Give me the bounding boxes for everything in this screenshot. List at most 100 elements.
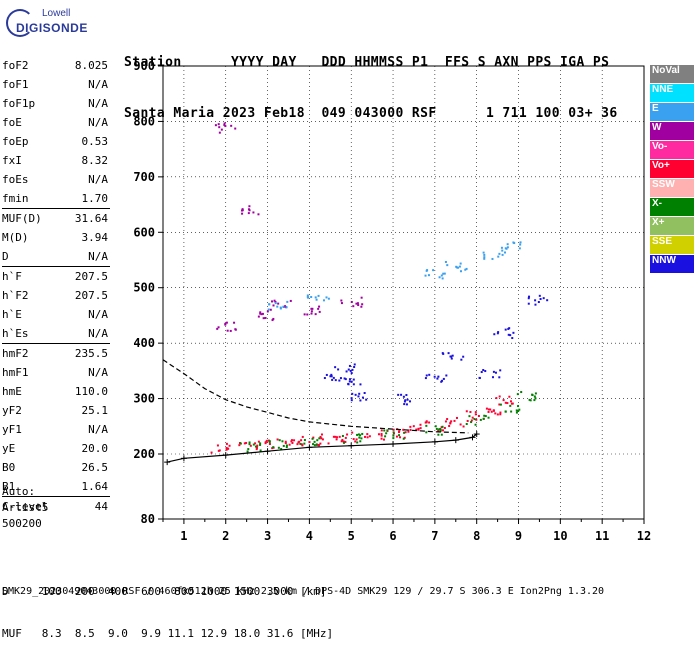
echo-point bbox=[425, 420, 428, 423]
echo-point bbox=[515, 409, 518, 412]
echo-point bbox=[531, 394, 534, 397]
echo-point bbox=[218, 131, 221, 134]
echo-point bbox=[487, 416, 490, 419]
echo-point bbox=[358, 392, 361, 395]
x-tick-label: 10 bbox=[553, 529, 567, 543]
echo-point bbox=[335, 438, 338, 441]
echo-point bbox=[534, 299, 537, 302]
echo-point bbox=[271, 319, 274, 322]
echo-point bbox=[346, 433, 349, 436]
echo-point bbox=[247, 208, 250, 211]
echo-point bbox=[386, 429, 389, 432]
echo-point bbox=[289, 299, 292, 302]
echo-point bbox=[261, 312, 264, 315]
echo-point bbox=[234, 328, 237, 331]
parameter-panel: foF2 8.025 foF1 N/A foF1p N/A foE N/A foEp 0.53 fx… bbox=[0, 56, 112, 516]
echo-point bbox=[465, 267, 468, 270]
echo-point bbox=[495, 397, 498, 400]
echo-point bbox=[506, 246, 509, 249]
echo-point bbox=[450, 420, 453, 423]
echo-point bbox=[425, 269, 428, 272]
echo-point bbox=[496, 413, 499, 416]
echo-point bbox=[248, 443, 251, 446]
echo-point bbox=[441, 425, 444, 428]
param-value: N/A bbox=[88, 327, 108, 340]
x-tick-label: 4 bbox=[306, 529, 313, 543]
echo-point bbox=[218, 126, 221, 129]
echo-point bbox=[534, 392, 537, 395]
param-row: h`E N/A bbox=[0, 305, 112, 324]
echo-point bbox=[468, 415, 471, 418]
echo-point bbox=[464, 268, 467, 271]
echo-point bbox=[425, 431, 428, 434]
echo-point bbox=[475, 418, 478, 421]
autoscale-info: Auto: Artist5 500200 bbox=[2, 484, 48, 532]
param-value: 31.64 bbox=[74, 212, 108, 225]
echo-point bbox=[446, 418, 449, 421]
param-name: B0 bbox=[2, 461, 16, 474]
echo-point bbox=[352, 378, 355, 381]
legend-item: X+ bbox=[650, 217, 694, 235]
echo-point bbox=[310, 310, 313, 313]
echo-point bbox=[311, 437, 314, 440]
echo-point bbox=[496, 332, 499, 335]
echo-point bbox=[338, 435, 341, 438]
echo-point bbox=[504, 401, 507, 404]
echo-point bbox=[357, 395, 360, 398]
echo-point bbox=[259, 311, 262, 314]
echo-point bbox=[470, 421, 473, 424]
legend-item: SSE bbox=[650, 236, 694, 254]
echo-point bbox=[313, 440, 316, 443]
echo-point bbox=[269, 308, 272, 311]
echo-point bbox=[352, 305, 355, 308]
echo-point bbox=[220, 128, 223, 131]
echo-point bbox=[300, 443, 303, 446]
echo-point bbox=[482, 417, 485, 420]
param-name: yF2 bbox=[2, 404, 22, 417]
echo-point bbox=[444, 260, 447, 263]
echo-point bbox=[225, 447, 228, 450]
echo-point bbox=[210, 451, 213, 454]
echo-point bbox=[306, 294, 309, 297]
echo-point bbox=[392, 431, 395, 434]
echo-point bbox=[223, 123, 226, 126]
echo-point bbox=[293, 439, 296, 442]
echo-point bbox=[259, 312, 262, 315]
echo-point bbox=[428, 373, 431, 376]
param-name: foF1p bbox=[2, 97, 36, 110]
plot-frame bbox=[162, 65, 645, 520]
echo-point bbox=[310, 312, 313, 315]
x-tick-label: 8 bbox=[473, 529, 480, 543]
header-columns: Station YYYY DAY DDD HHMMSS P1 FFS S AXN… bbox=[124, 55, 610, 70]
echo-point bbox=[533, 399, 536, 402]
virtual-height-trace bbox=[162, 359, 469, 434]
echo-point bbox=[471, 416, 474, 419]
echo-point bbox=[442, 272, 445, 275]
ionogram-chart: 1 2 3 4 5 6 7 8 9 10 11 128020030040050060070080090… bbox=[133, 59, 651, 543]
param-name: M(D) bbox=[2, 231, 29, 244]
param-name: B1 bbox=[2, 480, 16, 493]
echo-point bbox=[348, 380, 351, 383]
echo-point bbox=[290, 439, 293, 442]
param-name: foEs bbox=[2, 173, 29, 186]
echo-point bbox=[259, 443, 262, 446]
y-tick-label: 900 bbox=[133, 59, 155, 73]
echo-point bbox=[368, 435, 371, 438]
param-value: 207.5 bbox=[74, 270, 108, 283]
echo-point bbox=[437, 433, 440, 436]
echo-point bbox=[449, 355, 452, 358]
param-value: 44 bbox=[94, 500, 108, 513]
echo-point bbox=[340, 299, 343, 302]
param-name: fmin bbox=[2, 192, 29, 205]
echo-point bbox=[403, 400, 406, 403]
echo-point bbox=[257, 315, 260, 318]
echo-point bbox=[224, 125, 227, 128]
echo-point bbox=[398, 434, 401, 437]
echo-point bbox=[216, 327, 219, 330]
echo-point bbox=[499, 413, 502, 416]
muf-row: MUF 8.3 8.5 9.0 9.9 11.1 12.9 18.0 31.6 … bbox=[2, 627, 334, 640]
legend-item: Vo- bbox=[650, 141, 694, 159]
echo-point bbox=[311, 307, 314, 310]
echo-point bbox=[400, 393, 403, 396]
echo-point bbox=[392, 437, 395, 440]
